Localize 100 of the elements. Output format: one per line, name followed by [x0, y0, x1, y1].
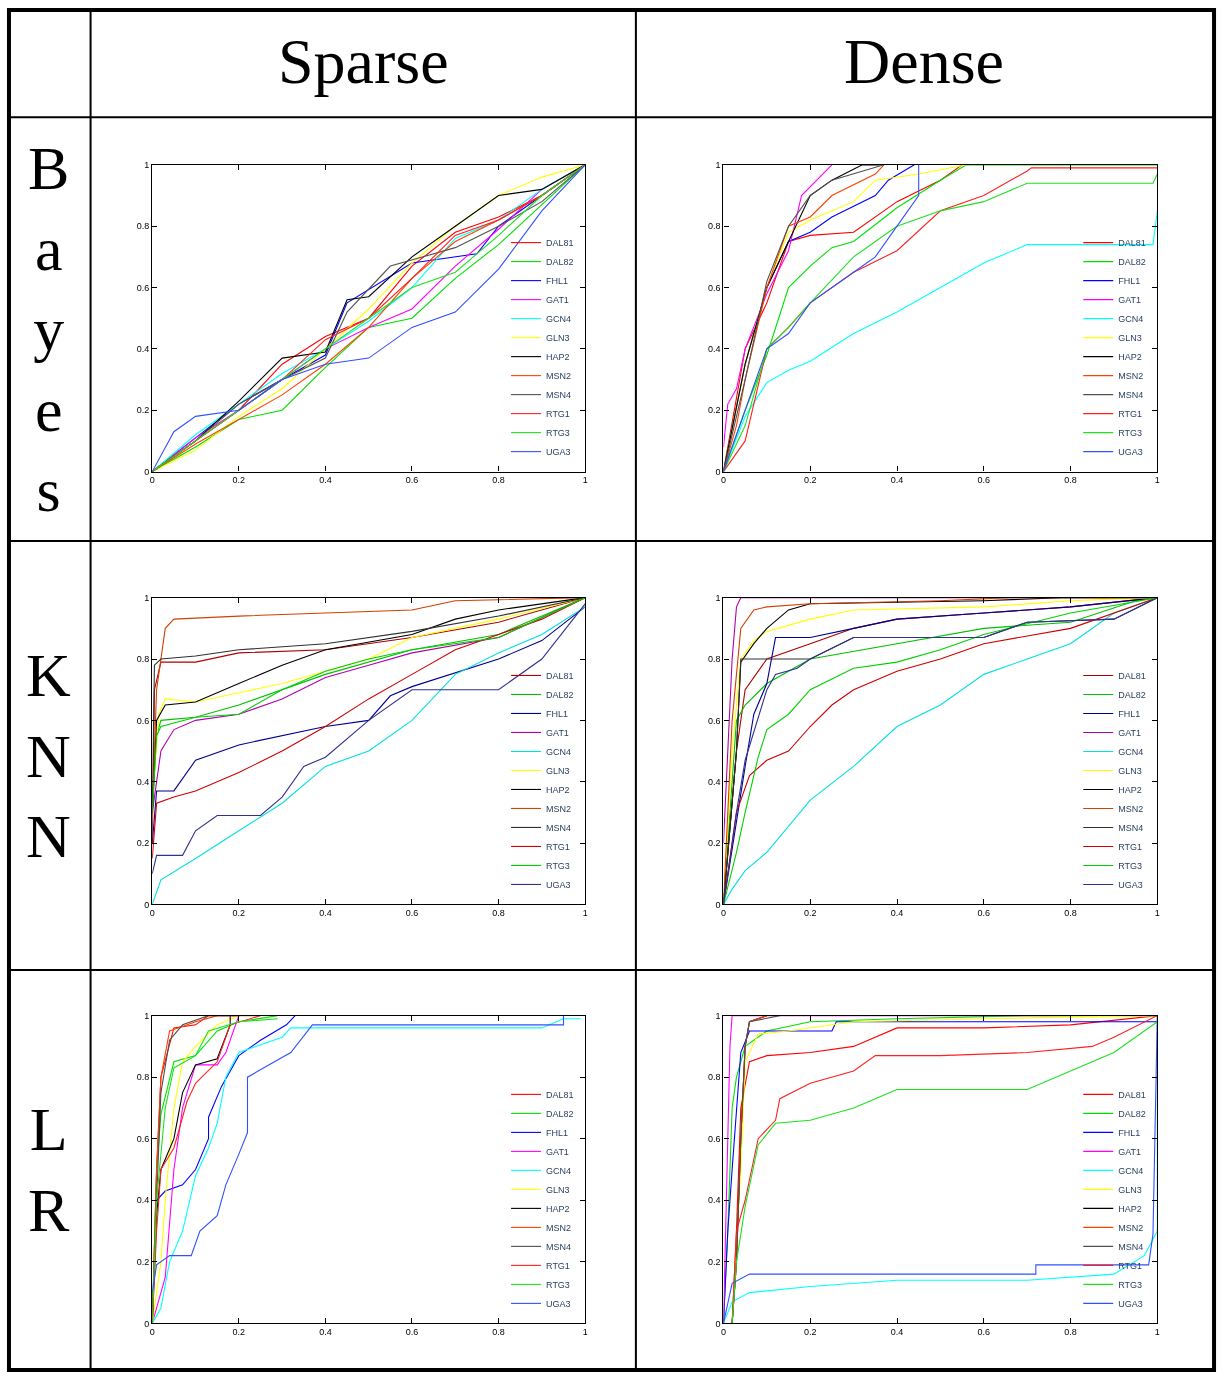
- y-tick-label: 0: [144, 466, 150, 477]
- legend-label: UGA3: [546, 447, 571, 458]
- x-tick-label: 0.8: [492, 475, 505, 486]
- legend-label: DAL81: [546, 1089, 574, 1100]
- legend-label: RTG3: [1118, 428, 1143, 439]
- x-tick-label: 0.4: [890, 908, 904, 919]
- y-tick-label: 0: [715, 899, 721, 910]
- y-tick-label: 0.8: [708, 1072, 721, 1083]
- legend-label: MSN4: [1118, 390, 1144, 401]
- legend-label: GCN4: [1118, 1165, 1144, 1176]
- legend-label: DAL82: [1118, 689, 1146, 700]
- legend-label: RTG1: [1118, 409, 1143, 420]
- y-tick-label: 1: [715, 1010, 721, 1021]
- legend-label: DAL82: [546, 689, 574, 700]
- y-axis-title: KNN: [26, 641, 71, 871]
- y-tick-label: 0.6: [136, 715, 150, 726]
- x-tick-label: 0.8: [1064, 475, 1077, 486]
- legend-label: DAL82: [1118, 257, 1146, 268]
- y-tick-label: 0.6: [708, 1133, 721, 1144]
- y-tick-label: 0.2: [136, 838, 150, 849]
- legend-label: UGA3: [1118, 447, 1143, 458]
- legend-label: DAL81: [546, 670, 574, 681]
- legend-label: GCN4: [546, 746, 572, 757]
- y-tick-label: 0.8: [708, 221, 721, 232]
- x-tick-label: 0.4: [890, 475, 904, 486]
- legend-label: MSN2: [546, 371, 572, 382]
- legend-label: GLN3: [546, 333, 570, 344]
- x-tick-label: 0.2: [232, 908, 246, 919]
- x-tick-label: 1: [582, 908, 588, 919]
- x-tick-label: 0.6: [977, 475, 991, 486]
- y-tick-label: 0.2: [708, 405, 721, 416]
- legend-label: DAL82: [546, 257, 574, 268]
- chart-title: Sparse: [278, 26, 449, 97]
- x-tick-label: 0.6: [977, 1327, 991, 1338]
- legend-label: HAP2: [546, 784, 570, 795]
- y-tick-label: 0: [715, 466, 721, 477]
- legend-label: RTG1: [546, 1260, 570, 1271]
- legend-label: GAT1: [546, 295, 569, 306]
- legend-label: MSN4: [546, 1241, 572, 1252]
- legend-label: MSN2: [1118, 371, 1144, 382]
- y-tick-label: 0: [144, 899, 150, 910]
- legend-label: GAT1: [1118, 1146, 1142, 1157]
- y-tick-label: 0.4: [136, 1195, 150, 1206]
- x-tick-label: 1: [582, 475, 588, 486]
- y-tick-label: 0.8: [136, 1072, 150, 1083]
- y-tick-label: 1: [144, 1010, 150, 1021]
- y-tick-label: 0.2: [708, 1256, 721, 1267]
- legend-label: RTG1: [546, 841, 570, 852]
- legend-label: RTG1: [546, 409, 570, 420]
- x-tick-label: 0.2: [232, 1327, 246, 1338]
- legend-label: UGA3: [546, 879, 571, 890]
- y-tick-label: 0.6: [136, 282, 150, 293]
- y-tick-label: 0: [144, 1318, 150, 1329]
- x-tick-label: 0.4: [890, 1327, 904, 1338]
- legend-label: FHL1: [546, 276, 569, 287]
- legend-label: MSN2: [546, 803, 572, 814]
- legend-label: HAP2: [1118, 352, 1142, 363]
- legend-label: GCN4: [546, 314, 572, 325]
- y-axis-title: Bayes: [28, 134, 70, 525]
- y-tick-label: 0: [715, 1318, 721, 1329]
- legend-label: MSN4: [546, 390, 572, 401]
- legend-label: GAT1: [1118, 295, 1142, 306]
- y-tick-label: 0.4: [708, 776, 721, 787]
- legend-label: GCN4: [1118, 746, 1144, 757]
- x-tick-label: 0.4: [319, 475, 332, 486]
- x-tick-label: 1: [1154, 1327, 1160, 1338]
- legend-label: GLN3: [1118, 333, 1142, 344]
- legend-label: MSN4: [546, 822, 572, 833]
- x-tick-label: 1: [1154, 475, 1160, 486]
- y-tick-label: 0.2: [136, 405, 150, 416]
- y-tick-label: 0.6: [708, 715, 721, 726]
- legend-label: GCN4: [546, 1165, 572, 1176]
- chart-title: Dense: [844, 26, 1004, 97]
- y-tick-label: 0.6: [708, 282, 721, 293]
- y-tick-label: 0.2: [708, 838, 721, 849]
- legend-label: GLN3: [1118, 765, 1142, 776]
- x-tick-label: 0.6: [405, 1327, 419, 1338]
- x-tick-label: 0.4: [319, 1327, 332, 1338]
- legend-label: MSN2: [546, 1222, 572, 1233]
- legend-label: GLN3: [546, 1184, 570, 1195]
- x-tick-label: 0.4: [319, 908, 332, 919]
- legend-label: GCN4: [1118, 314, 1144, 325]
- x-tick-label: 0.6: [405, 908, 419, 919]
- legend-label: UGA3: [546, 1298, 571, 1309]
- y-tick-label: 1: [144, 592, 150, 603]
- y-tick-label: 0.8: [136, 654, 150, 665]
- legend-label: GAT1: [1118, 727, 1142, 738]
- y-tick-label: 1: [715, 159, 721, 170]
- x-tick-label: 0.8: [1064, 1327, 1077, 1338]
- x-tick-label: 0.8: [1064, 908, 1077, 919]
- x-tick-label: 0.6: [405, 475, 419, 486]
- x-tick-label: 0.6: [977, 908, 991, 919]
- legend-label: DAL82: [1118, 1108, 1146, 1119]
- y-tick-label: 0.8: [136, 221, 150, 232]
- legend-label: DAL81: [1118, 1089, 1146, 1100]
- legend-label: RTG3: [1118, 860, 1143, 871]
- y-axis-title: LR: [28, 1095, 70, 1244]
- legend-label: MSN2: [1118, 1222, 1144, 1233]
- legend-label: MSN4: [1118, 822, 1144, 833]
- legend-label: DAL81: [1118, 670, 1146, 681]
